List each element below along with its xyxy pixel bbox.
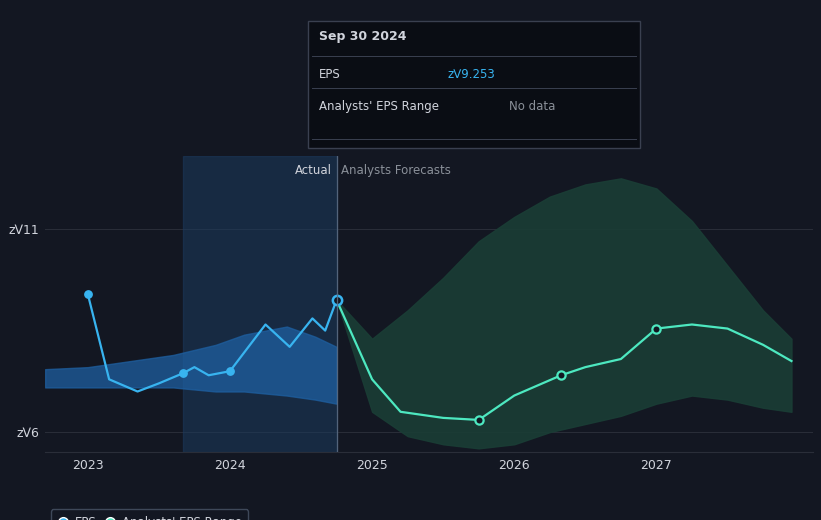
Legend: EPS, Analysts' EPS Range: EPS, Analysts' EPS Range [51, 510, 248, 520]
Text: EPS: EPS [319, 68, 341, 81]
Point [81, 290, 94, 298]
Text: Analysts Forecasts: Analysts Forecasts [341, 164, 451, 177]
Point [330, 296, 343, 304]
Text: Actual: Actual [296, 164, 333, 177]
Point [223, 367, 236, 375]
Point [472, 416, 485, 424]
Text: No data: No data [509, 100, 555, 113]
Text: Sep 30 2024: Sep 30 2024 [319, 30, 407, 43]
Point [650, 324, 663, 333]
Point [330, 296, 343, 304]
Point [177, 369, 190, 378]
Point [555, 371, 568, 380]
Text: Analysts' EPS Range: Analysts' EPS Range [319, 100, 439, 113]
Text: zᐯ9.253: zᐯ9.253 [447, 68, 495, 81]
Bar [183, 156, 337, 452]
